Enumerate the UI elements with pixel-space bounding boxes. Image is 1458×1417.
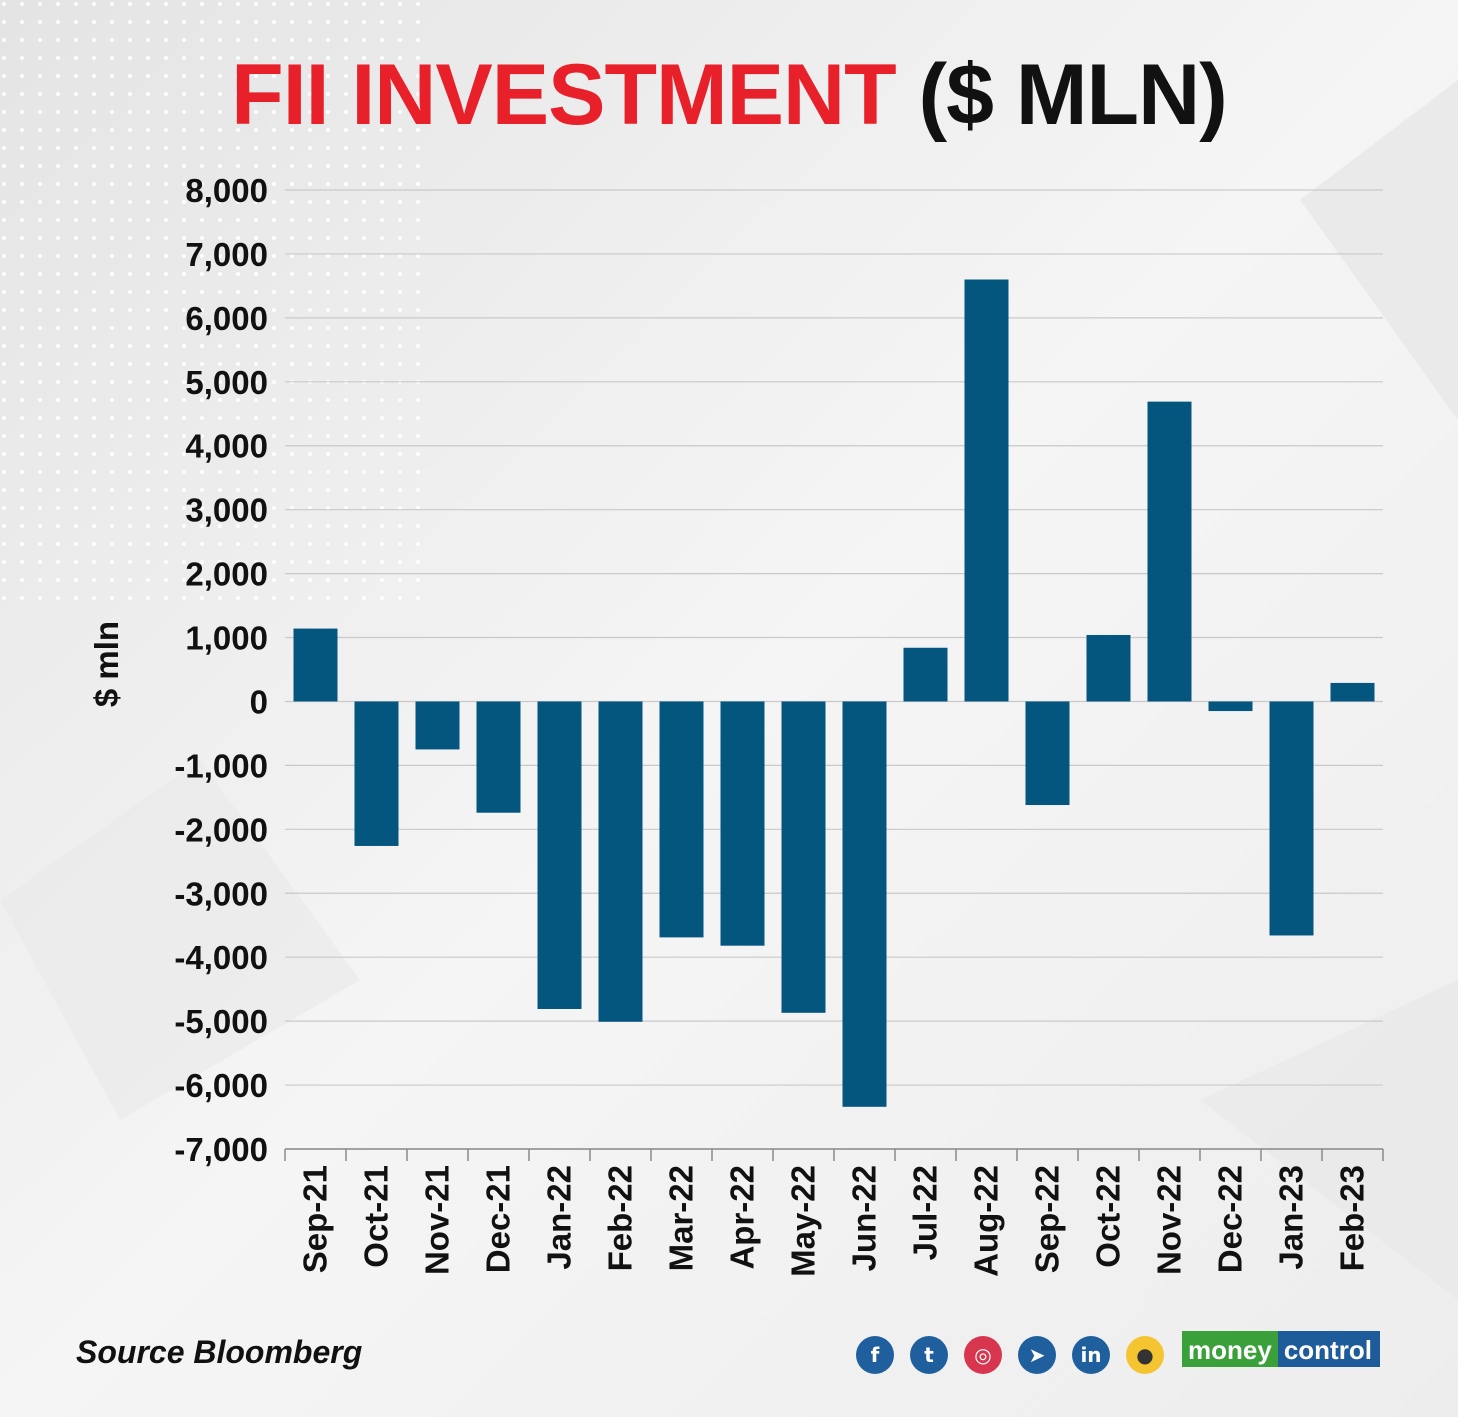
koo-icon[interactable]: ● [1126, 1336, 1164, 1374]
bar-oct-21 [354, 701, 399, 846]
source-note: Source Bloomberg [76, 1334, 363, 1370]
y-tick-label: 6,000 [185, 300, 268, 337]
bar-may-22 [781, 701, 826, 1013]
y-tick-label: 2,000 [185, 556, 268, 593]
x-tick-label: Jun-22 [846, 1165, 883, 1271]
bar-dec-22 [1208, 701, 1253, 712]
x-tick-label: Nov-21 [419, 1165, 456, 1275]
bar-oct-22 [1086, 634, 1131, 702]
y-tick-label: 4,000 [185, 428, 268, 465]
bar-feb-22 [598, 701, 643, 1022]
x-tick-label: Jan-23 [1273, 1165, 1310, 1270]
bar-sep-21 [293, 628, 338, 702]
bar-nov-22 [1147, 401, 1192, 702]
y-axis-label: $ mln [88, 621, 125, 707]
y-tick-label: 5,000 [185, 364, 268, 401]
y-tick-label: 1,000 [185, 620, 268, 657]
x-tick-label: Aug-22 [968, 1165, 1005, 1277]
brand-logo-part1: money [1182, 1331, 1278, 1367]
x-tick-label: Sep-21 [297, 1165, 334, 1273]
x-tick-label: Sep-22 [1029, 1165, 1066, 1273]
x-tick-label: May-22 [785, 1165, 822, 1277]
bar-jun-22 [842, 701, 887, 1107]
y-tick-label: 3,000 [185, 492, 268, 529]
bar-jan-23 [1269, 701, 1314, 936]
y-tick-label: -2,000 [174, 811, 268, 848]
page-title: FII INVESTMENT ($ MLN) [0, 48, 1458, 143]
y-tick-label: -7,000 [174, 1131, 268, 1168]
x-tick-label: Feb-23 [1334, 1165, 1371, 1271]
y-tick-label: -5,000 [174, 1003, 268, 1040]
facebook-icon[interactable]: f [856, 1336, 894, 1374]
y-tick-label: -4,000 [174, 939, 268, 976]
y-tick-label: 0 [250, 683, 268, 720]
y-tick-label: -6,000 [174, 1067, 268, 1104]
x-tick-label: Feb-22 [602, 1165, 639, 1271]
x-tick-label: Nov-22 [1151, 1165, 1188, 1275]
bar-dec-21 [476, 701, 521, 813]
y-tick-label: 7,000 [185, 236, 268, 273]
bar-jan-22 [537, 701, 582, 1009]
brand-logo-part2: control [1277, 1331, 1380, 1367]
x-tick-label: Mar-22 [663, 1165, 700, 1271]
y-tick-label: -1,000 [174, 747, 268, 784]
telegram-icon[interactable]: ➤ [1018, 1336, 1056, 1374]
x-tick-label: Oct-22 [1090, 1165, 1127, 1268]
x-tick-label: Oct-21 [358, 1165, 395, 1268]
title-unit: ($ MLN) [918, 47, 1228, 143]
bar-sep-22 [1025, 701, 1070, 806]
instagram-icon[interactable]: ◎ [964, 1336, 1002, 1374]
y-tick-label: -3,000 [174, 875, 268, 912]
x-tick-label: Jul-22 [907, 1165, 944, 1260]
bar-apr-22 [720, 701, 765, 946]
x-tick-label: Apr-22 [724, 1165, 761, 1270]
bar-mar-22 [659, 701, 704, 938]
y-tick-label: 8,000 [185, 172, 268, 209]
x-tick-label: Dec-22 [1212, 1165, 1249, 1273]
twitter-icon[interactable]: t [910, 1336, 948, 1374]
linkedin-icon[interactable]: in [1072, 1336, 1110, 1374]
bar-nov-21 [415, 701, 460, 750]
brand-logo: money control [1182, 1331, 1380, 1367]
social-links: f t ◎ ➤ in ● [856, 1336, 1164, 1374]
x-tick-label: Jan-22 [541, 1165, 578, 1270]
bar-feb-23 [1330, 682, 1375, 702]
bar-jul-22 [903, 647, 948, 702]
bar-aug-22 [964, 279, 1009, 702]
title-main: FII INVESTMENT [231, 47, 896, 143]
x-tick-label: Dec-21 [480, 1165, 517, 1273]
